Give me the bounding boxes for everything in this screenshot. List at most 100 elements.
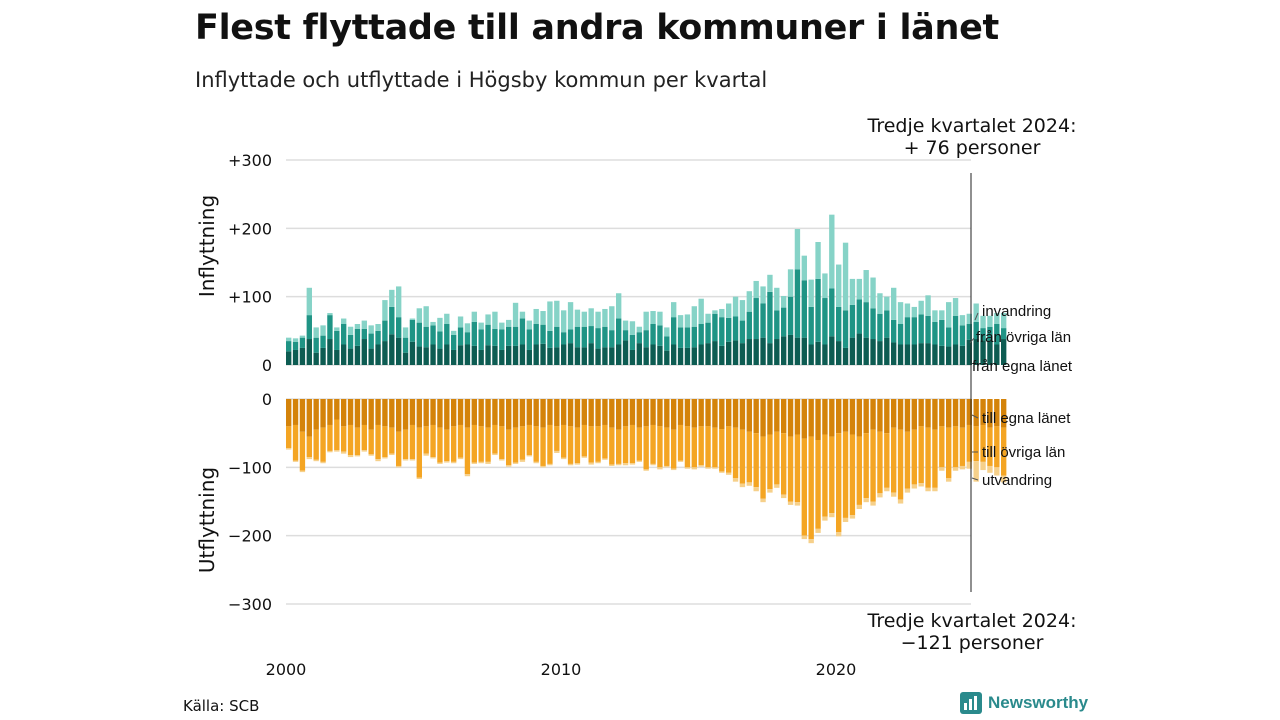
bar-inflyttning-ovriga	[842, 310, 849, 348]
bar-utflyttning-ovriga	[952, 426, 959, 468]
bar-utflyttning-utvandring	[485, 461, 491, 464]
bar-utflyttning-utvandring	[767, 489, 773, 493]
bar-inflyttning-ovriga	[320, 335, 326, 348]
bar-utflyttning-utvandring	[561, 457, 567, 460]
bar-inflyttning-invandring	[464, 323, 471, 333]
y-axis-title-utflyttning: Utflyttning	[195, 467, 219, 573]
bar-utflyttning-utvandring	[897, 499, 904, 504]
bar-utflyttning-ovriga	[774, 431, 780, 485]
bar-inflyttning-invandring	[966, 313, 972, 324]
bar-inflyttning-invandring	[409, 318, 416, 320]
utflyttning-bars	[286, 399, 1007, 544]
bar-inflyttning-egna	[416, 346, 422, 365]
bar-inflyttning-invandring	[306, 287, 312, 316]
bar-utflyttning-egna	[526, 399, 532, 425]
bar-inflyttning-invandring	[787, 269, 794, 297]
bar-inflyttning-ovriga	[492, 328, 498, 346]
bar-utflyttning-utvandring	[478, 461, 484, 464]
bar-inflyttning-egna	[299, 347, 306, 365]
bar-utflyttning-utvandring	[774, 484, 780, 488]
bar-utflyttning-egna	[347, 399, 354, 425]
bar-utflyttning-egna	[726, 399, 732, 427]
bar-inflyttning-ovriga	[581, 326, 587, 348]
bar-utflyttning-ovriga	[698, 426, 704, 466]
bar-utflyttning-ovriga	[354, 427, 361, 456]
bar-inflyttning-egna	[636, 343, 642, 365]
bar-utflyttning-ovriga	[822, 434, 828, 517]
bar-inflyttning-egna	[334, 349, 340, 365]
bar-utflyttning-ovriga	[959, 427, 966, 466]
bar-inflyttning-egna	[911, 344, 917, 365]
bar-inflyttning-egna	[368, 348, 374, 365]
bar-utflyttning-utvandring	[815, 528, 821, 533]
bar-utflyttning-ovriga	[306, 436, 312, 458]
bar-inflyttning-invandring	[657, 311, 663, 326]
bar-utflyttning-utvandring	[664, 465, 670, 468]
bar-inflyttning-ovriga	[485, 324, 491, 346]
bar-inflyttning-egna	[375, 344, 381, 365]
bar-utflyttning-egna	[815, 399, 821, 440]
bar-utflyttning-ovriga	[973, 426, 979, 462]
bar-inflyttning-invandring	[767, 274, 773, 292]
bar-utflyttning-ovriga	[561, 424, 567, 458]
bar-utflyttning-ovriga	[423, 426, 429, 454]
bar-inflyttning-invandring	[636, 326, 642, 333]
bar-inflyttning-invandring	[416, 308, 422, 323]
bar-utflyttning-utvandring	[925, 487, 931, 492]
bar-utflyttning-egna	[581, 399, 587, 425]
bar-utflyttning-egna	[849, 399, 856, 435]
bar-utflyttning-ovriga	[499, 426, 505, 460]
bar-utflyttning-ovriga	[815, 440, 821, 529]
bar-utflyttning-utvandring	[636, 460, 642, 462]
bar-inflyttning-ovriga	[499, 329, 505, 350]
bar-utflyttning-ovriga	[636, 427, 642, 461]
bar-inflyttning-invandring	[643, 311, 649, 331]
bar-inflyttning-invandring	[423, 306, 429, 327]
bar-utflyttning-utvandring	[980, 461, 986, 471]
bar-utflyttning-ovriga	[691, 427, 697, 468]
bar-utflyttning-utvandring	[671, 468, 677, 471]
chart-title: Flest flyttade till andra kommuner i län…	[195, 8, 999, 48]
bar-inflyttning-ovriga	[609, 330, 615, 348]
bar-utflyttning-utvandring	[416, 477, 422, 479]
annotation-top-line2: + 76 personer	[904, 137, 1041, 159]
bar-utflyttning-ovriga	[292, 424, 299, 461]
bar-inflyttning-egna	[959, 345, 966, 365]
bar-inflyttning-ovriga	[939, 319, 945, 346]
bar-inflyttning-egna	[891, 342, 897, 365]
bar-inflyttning-ovriga	[787, 296, 794, 335]
bar-inflyttning-egna	[739, 343, 746, 365]
bar-inflyttning-invandring	[512, 302, 519, 327]
bar-inflyttning-ovriga	[567, 329, 574, 344]
bar-utflyttning-ovriga	[451, 426, 457, 462]
bar-utflyttning-ovriga	[643, 426, 649, 470]
bar-utflyttning-ovriga	[987, 427, 993, 466]
bar-utflyttning-utvandring	[306, 457, 312, 460]
bar-inflyttning-ovriga	[753, 298, 759, 340]
bar-inflyttning-invandring	[595, 311, 601, 329]
bar-inflyttning-ovriga	[616, 318, 622, 345]
bar-inflyttning-invandring	[939, 310, 945, 320]
bar-inflyttning-ovriga	[561, 332, 567, 345]
bar-utflyttning-ovriga	[416, 427, 422, 478]
bar-inflyttning-invandring	[705, 313, 711, 323]
bar-utflyttning-ovriga	[526, 424, 532, 456]
bar-inflyttning-egna	[341, 344, 347, 365]
bar-inflyttning-invandring	[286, 337, 292, 342]
bar-utflyttning-egna	[801, 399, 807, 439]
bar-inflyttning-invandring	[932, 310, 938, 322]
bar-utflyttning-ovriga	[939, 426, 945, 468]
bar-inflyttning-egna	[719, 345, 725, 365]
bar-utflyttning-utvandring	[946, 478, 952, 482]
bar-utflyttning-egna	[863, 399, 869, 434]
bar-utflyttning-utvandring	[409, 459, 416, 461]
bar-utflyttning-egna	[341, 399, 347, 427]
bar-utflyttning-utvandring	[396, 465, 402, 468]
bar-inflyttning-ovriga	[506, 326, 512, 346]
bar-inflyttning-ovriga	[347, 334, 354, 349]
bar-inflyttning-invandring	[444, 313, 450, 324]
bar-utflyttning-egna	[574, 399, 581, 428]
bar-inflyttning-ovriga	[746, 311, 752, 340]
bar-inflyttning-egna	[478, 349, 484, 365]
bar-inflyttning-egna	[726, 341, 732, 365]
